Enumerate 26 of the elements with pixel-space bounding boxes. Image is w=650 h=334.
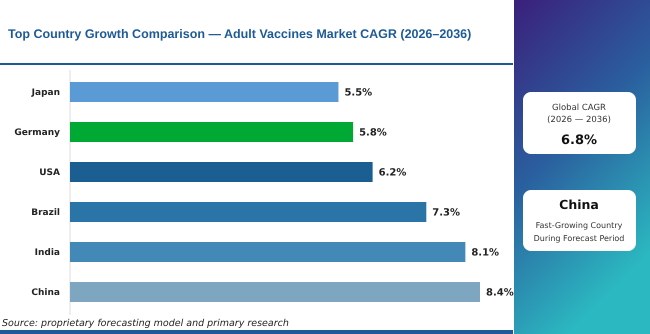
text: During Forecast Period xyxy=(534,234,624,243)
bar xyxy=(70,282,480,302)
y-tick-label: Japan xyxy=(30,88,60,98)
source-note: Source: proprietary forecasting model and primary research xyxy=(2,318,289,329)
data-label: 8.1% xyxy=(471,248,500,258)
y-tick-label: USA xyxy=(39,168,60,178)
y-tick-label: Germany xyxy=(14,128,60,138)
data-label: 5.5% xyxy=(344,88,372,98)
text: Fast-Growing Country xyxy=(536,221,623,230)
data-label: 5.8% xyxy=(359,128,387,138)
text: (2026 — 2036) xyxy=(547,115,611,125)
bar xyxy=(70,122,354,142)
text: China xyxy=(559,197,599,212)
bar xyxy=(70,202,426,222)
text: Global CAGR xyxy=(552,103,606,113)
bar xyxy=(70,242,466,262)
data-label: 7.3% xyxy=(432,208,460,218)
y-tick-label: Brazil xyxy=(31,208,60,218)
bar xyxy=(70,82,338,102)
chart-title: Top Country Growth Comparison — Adult Vaccines Market CAGR (2026–2036) xyxy=(8,27,472,41)
y-tick-label: India xyxy=(34,248,60,258)
data-label: 6.2% xyxy=(378,168,406,178)
data-label: 8.4% xyxy=(486,288,514,298)
bar xyxy=(70,162,373,182)
text: 6.8% xyxy=(560,133,598,148)
y-tick-label: China xyxy=(31,288,60,298)
